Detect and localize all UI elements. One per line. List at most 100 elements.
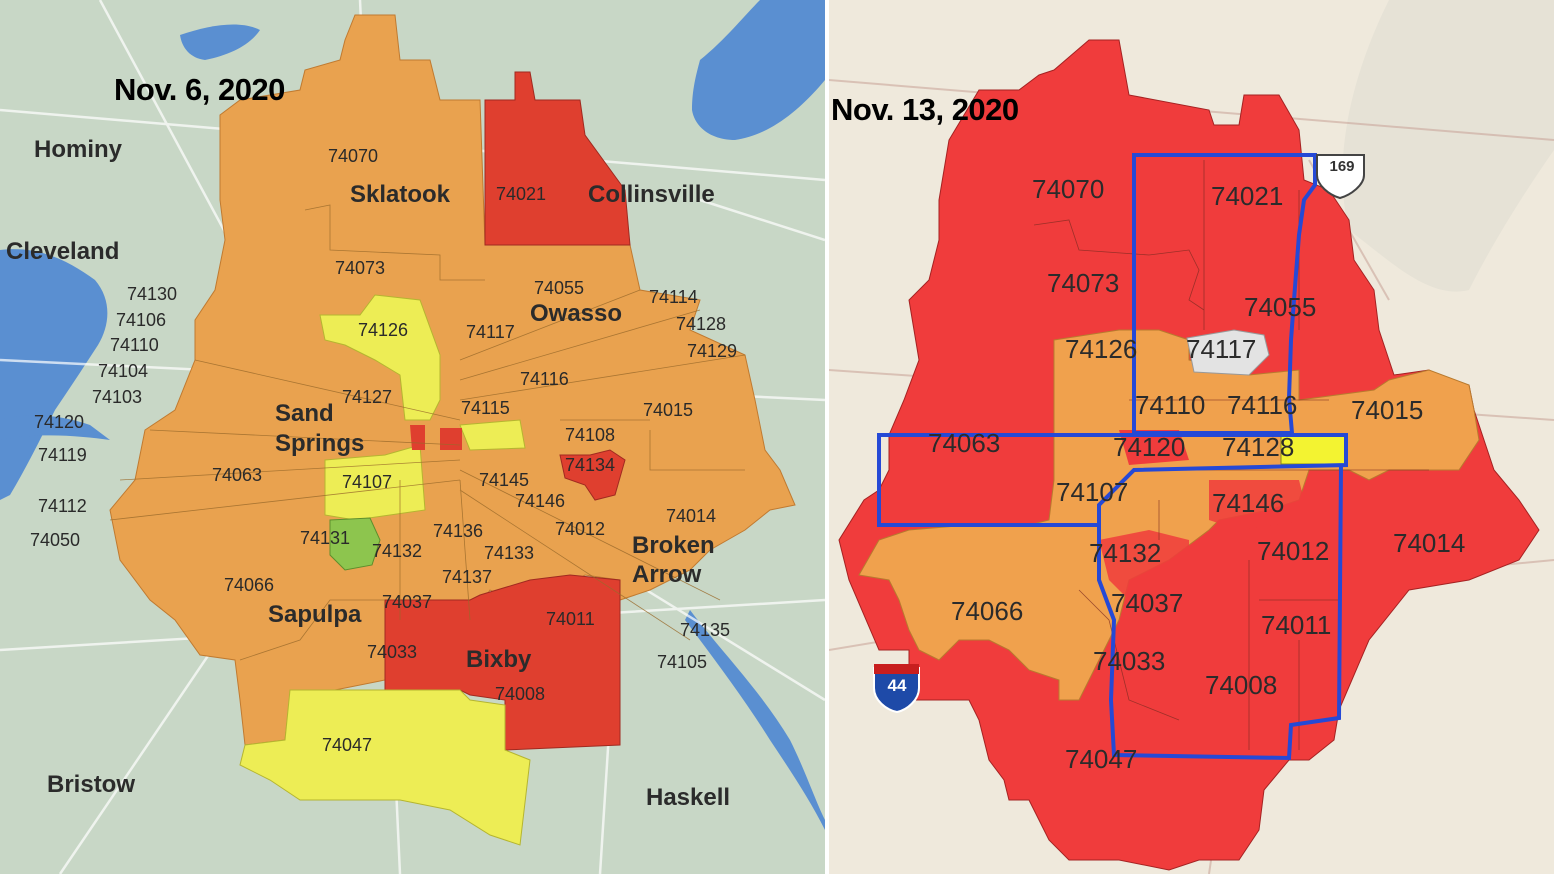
zip-label: 74110 bbox=[110, 335, 159, 355]
map-nov-6: Nov. 6, 2020 Hominy Sklatook Collinsvill… bbox=[0, 0, 825, 874]
city-label: Sklatook bbox=[350, 181, 451, 208]
zip-label: 74117 bbox=[1186, 334, 1257, 364]
zip-label: 74021 bbox=[496, 184, 547, 204]
zip-label: 74050 bbox=[30, 530, 81, 550]
zip-label: 74106 bbox=[116, 310, 167, 330]
left-zip-boundaries bbox=[109, 204, 746, 661]
zip-label: 74014 bbox=[1393, 528, 1466, 558]
river-arkansas bbox=[0, 415, 110, 440]
zip-label: 74033 bbox=[1093, 646, 1166, 676]
zip-label: 74011 bbox=[1261, 610, 1332, 640]
lake-oologah bbox=[692, 0, 825, 140]
zip-label: 74063 bbox=[212, 465, 263, 485]
zip-label: 74011 bbox=[546, 609, 595, 629]
zip-label: 74047 bbox=[322, 735, 373, 755]
zip-label: 74107 bbox=[1056, 477, 1129, 507]
zip-label: 74120 bbox=[1113, 432, 1186, 462]
zip-label: 74145 bbox=[479, 470, 530, 490]
zip-label: 74120 bbox=[34, 412, 85, 432]
city-label: Haskell bbox=[646, 784, 731, 811]
zip-label: 74114 bbox=[649, 287, 698, 307]
zip-label: 74132 bbox=[1089, 538, 1162, 568]
zip-74108-red bbox=[440, 428, 462, 450]
zip-label: 74105 bbox=[657, 652, 708, 672]
zip-label: 74115 bbox=[461, 398, 510, 418]
zip-74115-yellow bbox=[459, 419, 526, 451]
zip-74047-yellow bbox=[239, 689, 531, 846]
zip-label: 74137 bbox=[442, 567, 493, 587]
blue-outline-west bbox=[877, 433, 1348, 527]
city-label: Springs bbox=[275, 430, 365, 457]
zip-label: 74021 bbox=[1211, 181, 1284, 211]
zip-label: 74012 bbox=[555, 519, 606, 539]
map-nov-13: Nov. 13, 2020 169 44 74070 74021 74073 7… bbox=[829, 0, 1554, 874]
city-label: Sand bbox=[275, 400, 334, 427]
shield-169-number: 169 bbox=[1329, 158, 1355, 175]
zip-label: 74055 bbox=[534, 278, 585, 298]
right-map-graphic bbox=[829, 0, 1554, 874]
zip-label: 74015 bbox=[1351, 395, 1424, 425]
blue-outline-south bbox=[1097, 464, 1343, 761]
zip-label: 74008 bbox=[1205, 670, 1278, 700]
zip-label: 74066 bbox=[224, 575, 275, 595]
city-label: Owasso bbox=[530, 300, 623, 327]
zip-label: 74130 bbox=[127, 284, 178, 304]
zip-label: 74037 bbox=[382, 592, 433, 612]
zip-label: 74012 bbox=[1257, 536, 1330, 566]
right-map-date: Nov. 13, 2020 bbox=[831, 92, 1019, 127]
zip-74126-yellow bbox=[319, 294, 441, 421]
zip-label: 74132 bbox=[372, 541, 423, 561]
zip-label: 74070 bbox=[328, 146, 379, 166]
zip-label: 74128 bbox=[676, 314, 727, 334]
zip-label: 74107 bbox=[342, 472, 393, 492]
city-label: Sapulpa bbox=[268, 601, 362, 628]
zip-label: 74135 bbox=[680, 620, 731, 640]
zip-label: 74133 bbox=[484, 543, 535, 563]
right-zip-boundaries bbox=[1033, 160, 1429, 750]
zip-74146-red bbox=[1209, 480, 1309, 530]
zip-label: 74116 bbox=[1227, 390, 1298, 420]
panel-divider bbox=[825, 0, 829, 874]
zip-label: 74146 bbox=[515, 491, 566, 511]
zip-label: 74126 bbox=[1065, 334, 1138, 364]
zip-label: 74073 bbox=[335, 258, 386, 278]
zip-label: 74134 bbox=[565, 455, 616, 475]
zip-label: 74110 bbox=[1135, 390, 1206, 420]
zip-label: 74055 bbox=[1244, 292, 1317, 322]
zip-74131-green bbox=[329, 517, 381, 571]
zip-74021-red bbox=[484, 71, 631, 246]
zip-label: 74033 bbox=[367, 642, 418, 662]
zip-74120-red bbox=[410, 425, 425, 450]
zip-74120-red bbox=[1119, 430, 1189, 465]
zip-label: 74136 bbox=[433, 521, 484, 541]
zip-label: 74014 bbox=[666, 506, 717, 526]
zip-label: 74108 bbox=[565, 425, 616, 445]
city-label: Cleveland bbox=[6, 238, 120, 265]
city-label: Arrow bbox=[632, 561, 702, 588]
zip-label: 74103 bbox=[92, 387, 143, 407]
lake-keystone bbox=[0, 249, 108, 500]
zip-label: 74146 bbox=[1212, 488, 1285, 518]
zip-74134-red bbox=[559, 449, 626, 501]
zip-label: 74015 bbox=[643, 400, 694, 420]
zip-74117-gray bbox=[1186, 329, 1270, 376]
zip-label: 74104 bbox=[98, 361, 149, 381]
zip-label: 74112 bbox=[38, 496, 87, 516]
zip-label: 74066 bbox=[951, 596, 1024, 626]
zip-label: 74117 bbox=[466, 322, 515, 342]
i-44-shield bbox=[873, 664, 920, 714]
city-label: Hominy bbox=[34, 136, 123, 163]
right-water bbox=[1342, 0, 1554, 292]
zip-label: 74119 bbox=[38, 445, 87, 465]
city-label: Collinsville bbox=[588, 181, 715, 208]
zip-label: 74070 bbox=[1032, 174, 1105, 204]
lake-skiatook bbox=[180, 24, 260, 60]
zip-label: 74126 bbox=[358, 320, 409, 340]
zip-label: 74116 bbox=[520, 369, 569, 389]
zip-label: 74037 bbox=[1111, 588, 1184, 618]
city-label: Bixby bbox=[466, 646, 532, 673]
zip-label: 74127 bbox=[342, 387, 393, 407]
zip-label: 74129 bbox=[687, 341, 738, 361]
zip-label: 74073 bbox=[1047, 268, 1120, 298]
zip-label: 74047 bbox=[1065, 744, 1138, 774]
